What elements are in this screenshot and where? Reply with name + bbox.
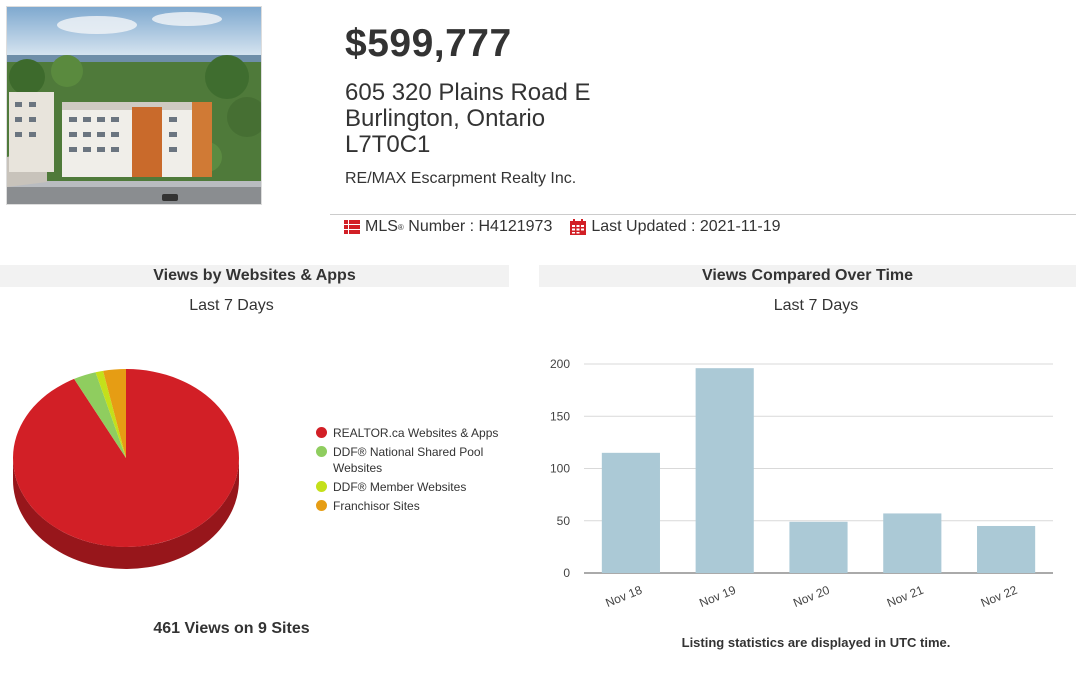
y-tick-label-0: 0	[563, 566, 570, 580]
legend-swatch-1	[316, 446, 327, 457]
pie-legend: REALTOR.ca Websites & Apps DDF® National …	[316, 425, 516, 517]
bar-nov-21[interactable]	[883, 513, 942, 573]
legend-swatch-0	[316, 427, 327, 438]
listing-photo[interactable]	[6, 6, 262, 205]
y-tick-label-4: 200	[550, 357, 570, 371]
listing-meta-row: MLS ® Number : H4121973 Last Updated : 20…	[344, 218, 781, 236]
x-tick-label-0: Nov 18	[604, 583, 645, 610]
pie-slice-3[interactable]	[103, 369, 126, 458]
views-by-websites-header: Views by Websites & Apps	[0, 265, 509, 287]
pie-slice-1[interactable]	[74, 372, 126, 458]
address-postal: L7T0C1	[345, 131, 431, 158]
legend-item-0[interactable]: REALTOR.ca Websites & Apps	[316, 425, 516, 441]
x-tick-label-2: Nov 20	[791, 583, 832, 610]
mls-number: Number : H4121973	[403, 218, 553, 235]
pie-slice-2[interactable]	[95, 370, 126, 458]
legend-item-1[interactable]: DDF® National Shared Pool Websites	[316, 444, 516, 476]
list-icon	[344, 219, 360, 235]
legend-label-2: DDF® Member Websites	[333, 480, 467, 494]
listing-price: $599,777	[345, 22, 512, 65]
pie-slice-side-0	[13, 458, 239, 569]
header-divider	[330, 214, 1076, 215]
views-total: 461 Views on 9 Sites	[153, 620, 310, 637]
last-updated: Last Updated : 2021-11-19	[591, 218, 781, 235]
views-over-time-header: Views Compared Over Time	[539, 265, 1076, 287]
legend-label-3: Franchisor Sites	[333, 499, 420, 513]
bar-subtitle: Last 7 Days	[773, 297, 859, 314]
address-street: 605 320 Plains Road E	[345, 79, 591, 106]
legend-label-1: DDF® National Shared Pool Websites	[333, 445, 484, 475]
x-tick-label-1: Nov 19	[697, 583, 738, 610]
legend-swatch-2	[316, 481, 327, 492]
legend-label-0: REALTOR.ca Websites & Apps	[333, 426, 499, 440]
bar-nov-22[interactable]	[977, 525, 1036, 573]
listing-photo-image	[7, 7, 261, 204]
mls-registered-mark: ®	[397, 222, 404, 232]
utc-note: Listing statistics are displayed in UTC …	[681, 635, 951, 650]
brokerage-name: RE/MAX Escarpment Realty Inc.	[345, 170, 577, 187]
legend-item-3[interactable]: Franchisor Sites	[316, 498, 516, 514]
bar-nov-20[interactable]	[789, 521, 848, 573]
views-bar-chart: 0 50 100 150 200 Nov 18 Nov 19 Nov 20 Nov 21 Nov …	[550, 357, 1053, 610]
bar-nov-19[interactable]	[695, 368, 754, 573]
y-tick-label-2: 100	[550, 462, 570, 476]
x-tick-label-3: Nov 21	[885, 583, 926, 610]
mls-label: MLS	[365, 218, 398, 235]
bar-nov-18[interactable]	[601, 452, 660, 573]
y-tick-label-3: 150	[550, 409, 570, 423]
pie-slice-0[interactable]	[12, 369, 240, 547]
address-city: Burlington, Ontario	[345, 105, 546, 132]
y-tick-label-1: 50	[557, 514, 571, 528]
legend-item-2[interactable]: DDF® Member Websites	[316, 479, 516, 495]
views-pie-chart	[12, 369, 240, 569]
legend-swatch-3	[316, 500, 327, 511]
pie-subtitle: Last 7 Days	[189, 297, 274, 314]
x-tick-label-4: Nov 22	[979, 583, 1020, 610]
calendar-icon	[570, 219, 587, 235]
